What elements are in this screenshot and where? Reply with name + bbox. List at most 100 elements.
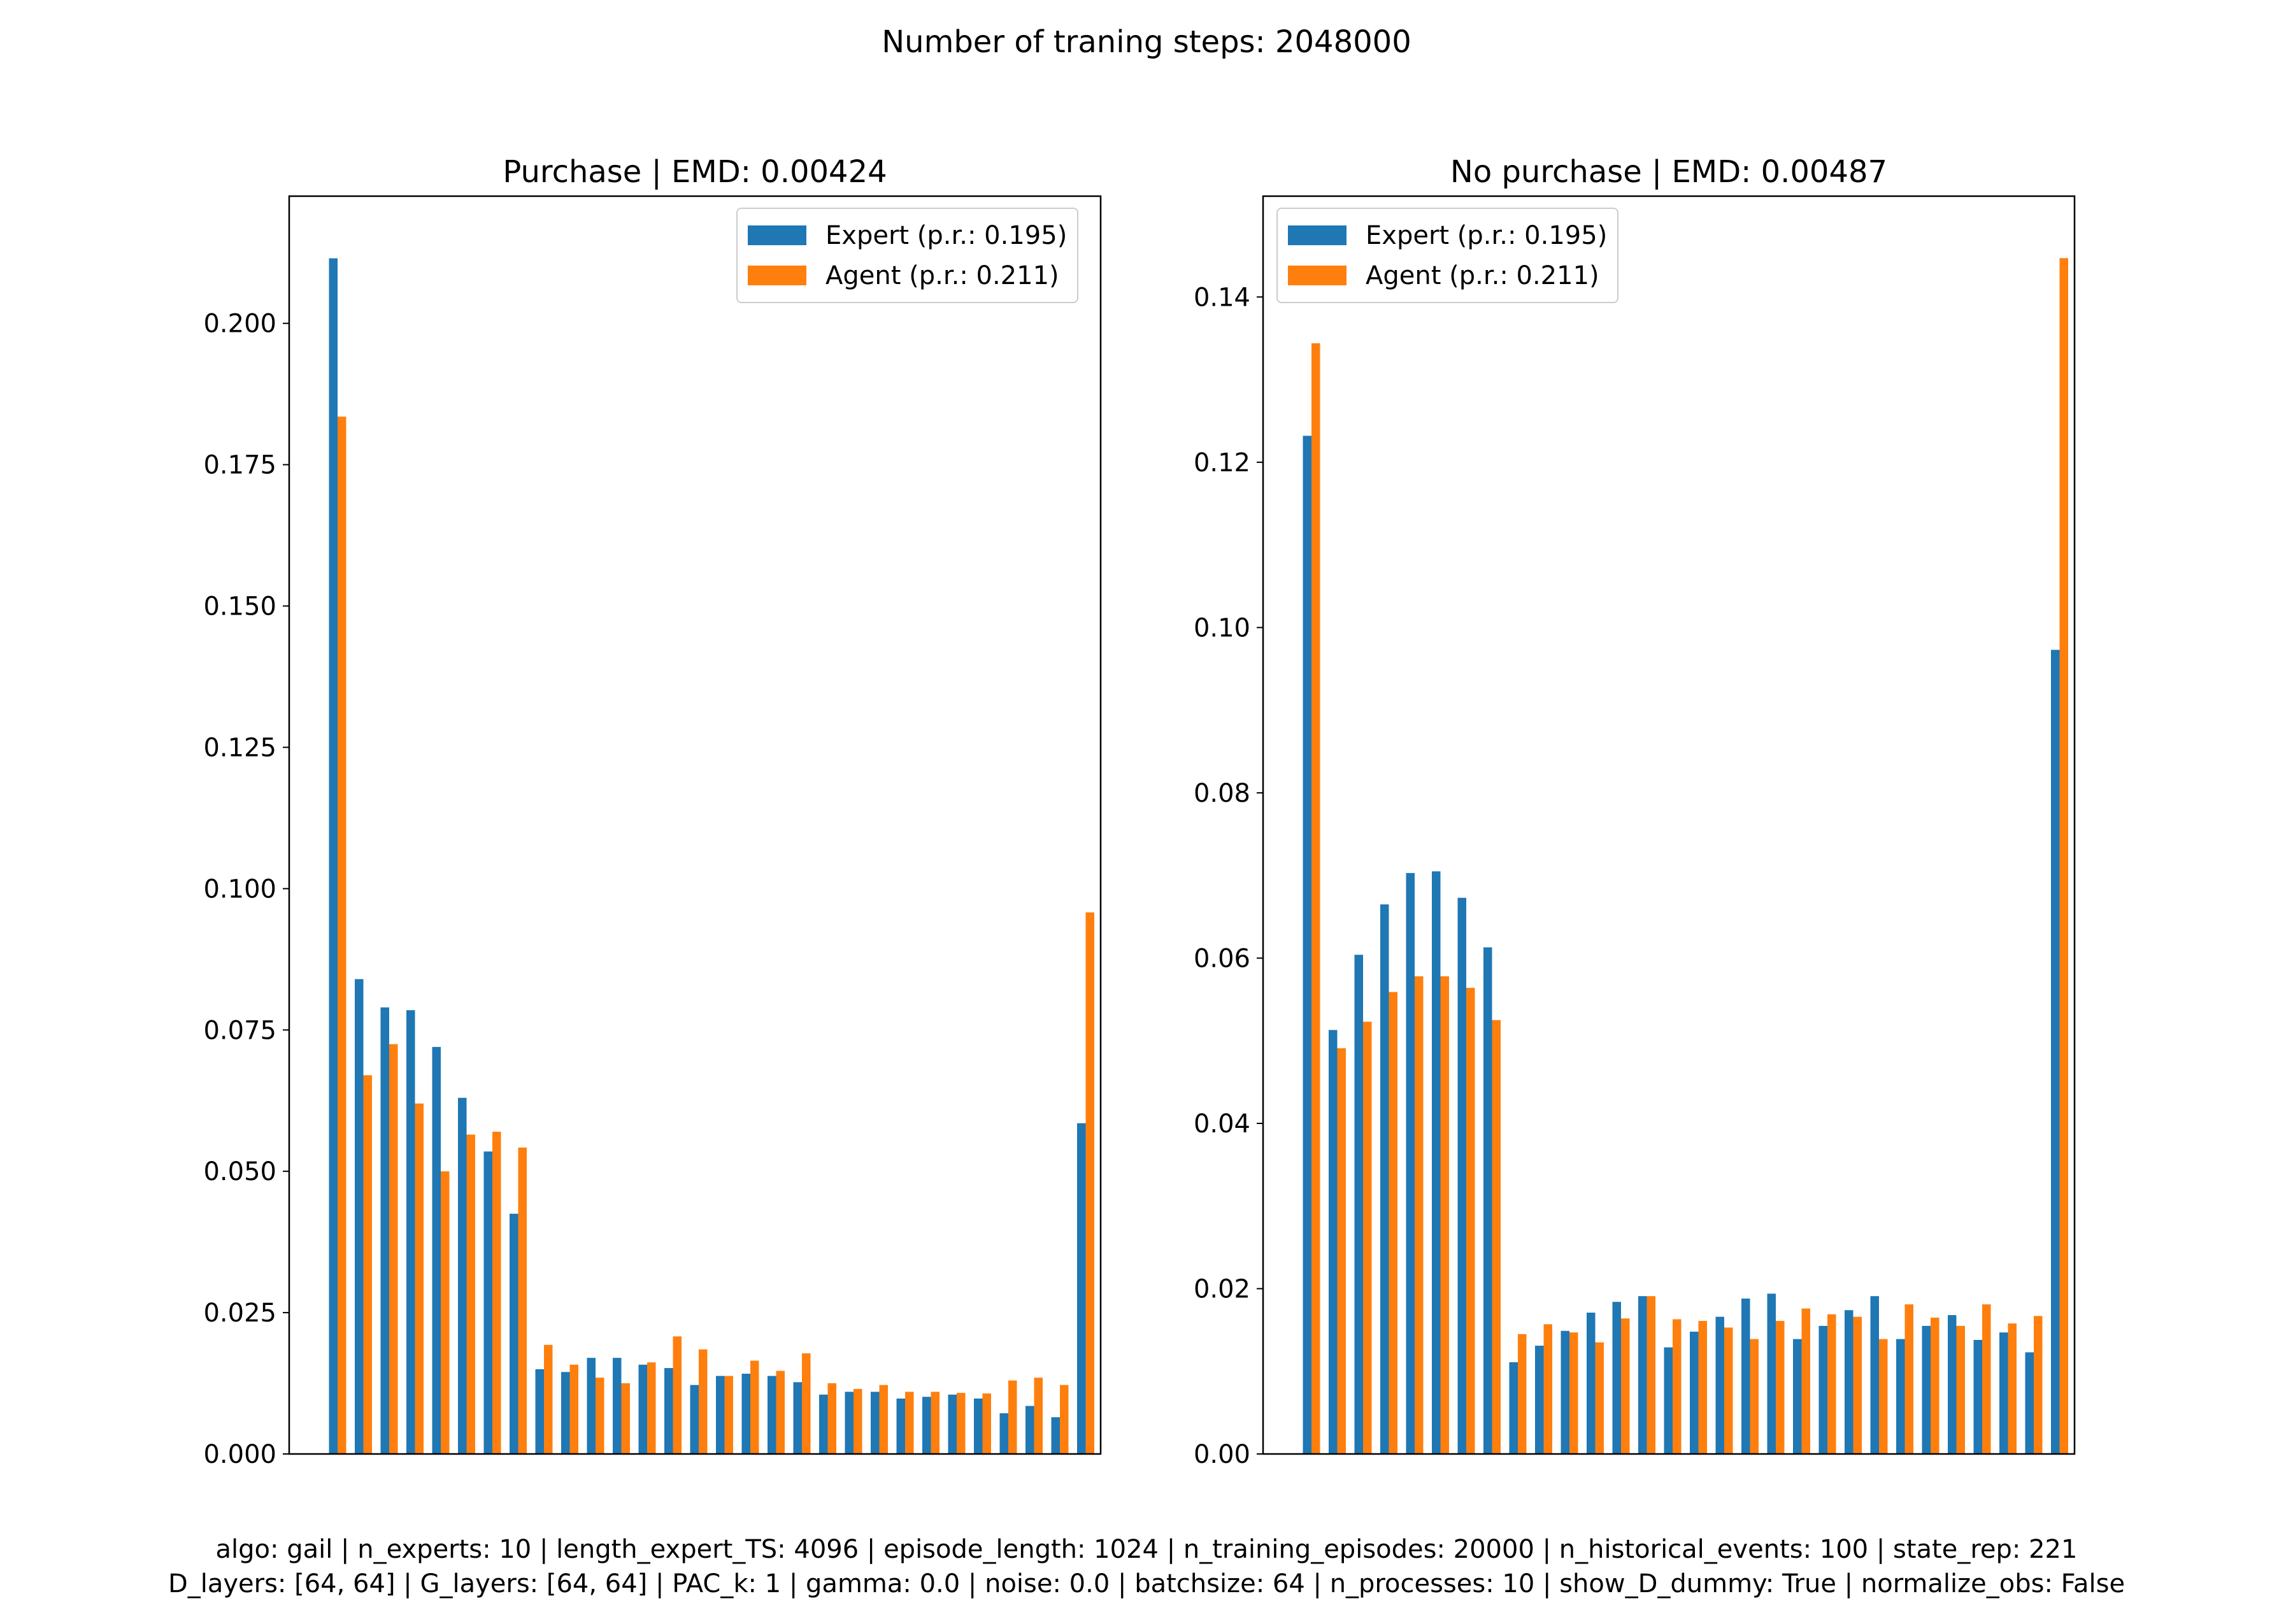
- legend-expert-label: Expert (p.r.: 0.195): [1366, 220, 1608, 250]
- expert-bar-21: [1818, 1325, 1827, 1454]
- agent-bar-1: [1311, 343, 1320, 1454]
- expert-bar-1: [1303, 436, 1311, 1454]
- agent-bar-10: [569, 1364, 578, 1454]
- agent-bar-15: [699, 1349, 708, 1454]
- expert-bar-7: [1457, 897, 1466, 1454]
- agent-bar-5: [441, 1171, 450, 1454]
- agent-bar-28: [2008, 1323, 2017, 1454]
- expert-bar-25: [948, 1394, 957, 1454]
- agent-bar-5: [1415, 976, 1424, 1454]
- axes-frame: [1262, 195, 2076, 1455]
- expert-bar-18: [768, 1376, 776, 1454]
- expert-bar-19: [793, 1382, 802, 1454]
- expert-bar-25: [1922, 1325, 1931, 1454]
- y-tick-label: 0.06: [1194, 944, 1250, 973]
- agent-bar-6: [1440, 976, 1449, 1454]
- expert-bar-12: [1587, 1313, 1596, 1454]
- y-tick-label: 0.02: [1194, 1274, 1250, 1304]
- expert-bar-30: [2051, 650, 2060, 1454]
- legend-expert-label: Expert (p.r.: 0.195): [825, 220, 1068, 250]
- agent-bar-26: [1956, 1325, 1965, 1454]
- expert-bar-2: [1329, 1030, 1338, 1454]
- expert-bar-28: [1999, 1332, 2008, 1454]
- agent-bar-29: [1060, 1385, 1069, 1454]
- expert-bar-9: [1509, 1362, 1518, 1454]
- expert-bar-24: [922, 1397, 931, 1454]
- expert-bar-22: [1845, 1310, 1854, 1454]
- y-tick-label: 0.075: [203, 1016, 276, 1045]
- legend-entry-expert: Expert (p.r.: 0.195): [1288, 215, 1607, 255]
- agent-bar-20: [827, 1383, 836, 1454]
- agent-bar-10: [1543, 1324, 1552, 1454]
- purchase-panel: 0.000 0.025 0.050 0.075 0.100 0.125 0.150 0.175…: [203, 154, 1102, 1469]
- expert-bar-4: [1380, 904, 1389, 1454]
- agent-bar-1: [338, 417, 346, 1455]
- expert-bar-5: [432, 1046, 441, 1454]
- agent-bar-3: [1363, 1022, 1372, 1454]
- expert-bar-16: [1690, 1332, 1699, 1454]
- expert-bar-21: [845, 1392, 854, 1454]
- y-tick-label: 0.025: [203, 1299, 276, 1328]
- legend-entry-agent: Agent (p.r.: 0.211): [1288, 255, 1607, 296]
- expert-bar-26: [974, 1399, 983, 1454]
- agent-bar-12: [621, 1383, 630, 1454]
- agent-bar-21: [854, 1388, 862, 1454]
- expert-bar-24: [1896, 1339, 1905, 1454]
- agent-bar-12: [1595, 1342, 1604, 1454]
- expert-bar-16: [716, 1376, 725, 1454]
- purchase-legend: Expert (p.r.: 0.195) Agent (p.r.: 0.211): [736, 208, 1079, 303]
- expert-bar-4: [406, 1010, 415, 1454]
- agent-bar-7: [492, 1132, 501, 1454]
- footer-params-line-2: D_layers: [64, 64] | G_layers: [64, 64] …: [168, 1569, 2125, 1599]
- agent-bar-4: [415, 1103, 424, 1454]
- agent-bar-17: [1724, 1327, 1733, 1454]
- agent-bar-9: [544, 1344, 553, 1454]
- agent-bar-28: [1034, 1378, 1043, 1454]
- agent-bar-15: [1673, 1319, 1682, 1454]
- y-tick-label: 0.12: [1194, 448, 1250, 478]
- expert-bar-19: [1767, 1293, 1776, 1454]
- figure-suptitle: Number of traning steps: 2048000: [882, 24, 1411, 60]
- expert-bar-22: [871, 1392, 880, 1454]
- agent-bar-30: [2059, 258, 2068, 1454]
- expert-bar-6: [458, 1097, 467, 1454]
- agent-bar-26: [982, 1393, 991, 1454]
- y-tick-label: 0.150: [203, 592, 276, 622]
- agent-bar-3: [389, 1044, 398, 1454]
- agent-bar-18: [1750, 1339, 1759, 1454]
- y-tick-label: 0.200: [203, 310, 276, 339]
- y-tick-label: 0.100: [203, 874, 276, 904]
- agent-bar-23: [1879, 1339, 1888, 1454]
- agent-bar-16: [724, 1376, 733, 1454]
- expert-bar-7: [483, 1151, 492, 1454]
- agent-bar-2: [1337, 1048, 1346, 1454]
- y-tick-label: 0.08: [1194, 779, 1250, 808]
- agent-bar-27: [1008, 1380, 1017, 1454]
- expert-bar-17: [1715, 1316, 1724, 1454]
- panel-title: No purchase | EMD: 0.00487: [1450, 154, 1887, 190]
- agent-bar-30: [1085, 912, 1094, 1454]
- expert-bar-10: [1535, 1346, 1544, 1454]
- expert-bar-9: [535, 1369, 544, 1454]
- no-purchase-panel: 0.00 0.02 0.04 0.06 0.08 0.10 0.12 0.14 No purch…: [1194, 154, 2076, 1469]
- expert-bar-8: [1483, 947, 1492, 1454]
- agent-swatch: [748, 266, 806, 285]
- agent-bar-29: [2034, 1316, 2043, 1454]
- expert-bar-27: [1973, 1339, 1982, 1454]
- agent-bar-14: [673, 1336, 682, 1454]
- agent-bar-23: [905, 1392, 914, 1454]
- expert-bar-29: [2025, 1352, 2034, 1454]
- agent-bar-27: [1982, 1304, 1991, 1454]
- y-tick-label: 0.04: [1194, 1109, 1250, 1139]
- agent-bar-11: [596, 1378, 604, 1454]
- expert-bar-3: [1354, 955, 1363, 1454]
- expert-bar-29: [1051, 1417, 1060, 1454]
- expert-bar-8: [510, 1213, 518, 1454]
- expert-bar-14: [664, 1368, 673, 1454]
- agent-bar-22: [1853, 1316, 1862, 1454]
- y-tick-label: 0.125: [203, 733, 276, 762]
- expert-bar-3: [380, 1007, 389, 1454]
- y-tick-label: 0.050: [203, 1157, 276, 1186]
- expert-bar-23: [1870, 1296, 1879, 1454]
